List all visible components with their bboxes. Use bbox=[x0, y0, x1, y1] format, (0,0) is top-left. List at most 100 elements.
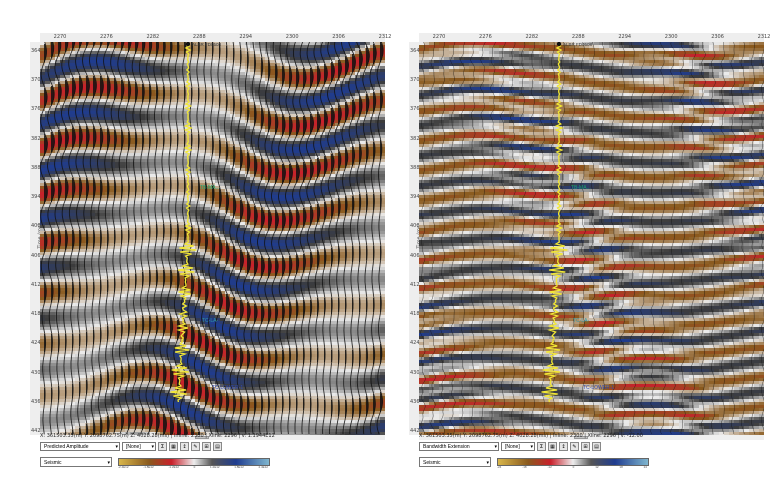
colorbar-tick-label: 12 bbox=[595, 465, 598, 469]
chevron-down-icon: ▾ bbox=[486, 458, 489, 468]
well-name-label: ALBR FD0508 bbox=[192, 42, 222, 47]
stretch-icon[interactable]: ↕ bbox=[559, 442, 568, 451]
horizontal-scrollbar[interactable] bbox=[419, 435, 764, 440]
time-tick-label: 4300 bbox=[31, 370, 44, 376]
seismic-panel-right: 2270 2276 2282 2288 2294 2300 2306 2312 3640 370… bbox=[409, 33, 770, 473]
colorbar-tick-label: 24 bbox=[644, 465, 647, 469]
time-tick-label: 4300 bbox=[410, 370, 423, 376]
attribute-select[interactable]: Predicted Amplitude ▾ bbox=[40, 442, 120, 451]
time-tick-label: 3940 bbox=[410, 194, 423, 200]
sum-icon[interactable]: Σ bbox=[537, 442, 546, 451]
seismic-section[interactable]: ALBR FD0508 TB-MA... TC-LA- TC-LOWER-1 bbox=[419, 42, 764, 435]
colorscale-select[interactable]: Seismic ▾ bbox=[40, 456, 112, 468]
chevron-down-icon: ▾ bbox=[530, 443, 533, 452]
grid-icon[interactable]: ▦ bbox=[548, 442, 557, 451]
edit-icon[interactable]: ✎ bbox=[570, 442, 579, 451]
well-name-label: ALBR FD0508 bbox=[563, 42, 593, 47]
xline-tick-label: 2276 bbox=[479, 34, 492, 40]
xline-tick-label: 2312 bbox=[758, 34, 771, 40]
xline-tick-label: 2288 bbox=[193, 34, 206, 40]
xline-tick-label: 2270 bbox=[54, 34, 67, 40]
colorbar-ticks: -24 -18 -12 0 12 18 24 bbox=[497, 465, 647, 469]
time-tick-label: 4060 bbox=[31, 253, 44, 259]
attribute-select[interactable]: Bandwidth Extension ▾ bbox=[419, 442, 499, 451]
time-tick-label: 4000 bbox=[410, 223, 423, 229]
attribute-value: Predicted Amplitude bbox=[44, 444, 88, 450]
seismic-section[interactable]: ALBR FD0508 TB-MA... TC-LA- TC-LOWER-1 bbox=[40, 42, 385, 435]
stretch-icon[interactable]: ↕ bbox=[180, 442, 189, 451]
xline-tick-label: 2306 bbox=[711, 34, 724, 40]
time-tick-label: 4060 bbox=[410, 253, 423, 259]
xline-tick-label: 2300 bbox=[286, 34, 299, 40]
sum-icon[interactable]: Σ bbox=[158, 442, 167, 451]
properties-icon[interactable]: ▤ bbox=[592, 442, 601, 451]
time-tick-label: 3940 bbox=[31, 194, 44, 200]
colorscale-select[interactable]: Seismic ▾ bbox=[419, 456, 491, 468]
xline-tick-label: 2294 bbox=[239, 34, 252, 40]
xline-tick-label: 2270 bbox=[433, 34, 446, 40]
base-horizon-label: TC-LOWER-1 bbox=[212, 385, 243, 391]
colorbar-tick-label: 2.4E12 bbox=[258, 465, 268, 469]
colorbar-tick-label: 0 bbox=[194, 465, 196, 469]
colorbar-tick-label: 1.2E12 bbox=[210, 465, 220, 469]
xline-tick-label: 2282 bbox=[525, 34, 538, 40]
properties-icon[interactable]: ▤ bbox=[213, 442, 222, 451]
time-tick-label: 3700 bbox=[410, 77, 423, 83]
well-log-trace[interactable] bbox=[170, 42, 197, 403]
xline-tick-label: 2288 bbox=[572, 34, 585, 40]
time-tick-label: 3640 bbox=[410, 48, 423, 54]
color-scale-row: Seismic ▾ bbox=[40, 455, 270, 468]
filter-value: [None] bbox=[505, 444, 520, 450]
horizon-marker-lower: TC-LA- bbox=[202, 318, 218, 324]
time-axis: 3640 3700 3760 3820 3880 3940 4000 4060 4120 4180… bbox=[409, 42, 423, 435]
seismic-panel-left: 2270 2276 2282 2288 2294 2300 2306 2312 3640 370… bbox=[30, 33, 391, 473]
time-tick-label: 3640 bbox=[31, 48, 44, 54]
xline-tick-label: 2300 bbox=[665, 34, 678, 40]
display-toolbar: Predicted Amplitude ▾ [None] ▾ Σ ▦ ↕ ✎ ⊞ ▤ bbox=[40, 441, 222, 452]
chevron-down-icon: ▾ bbox=[115, 443, 118, 452]
horizontal-scrollbar[interactable] bbox=[40, 435, 385, 440]
layout-icon[interactable]: ⊞ bbox=[581, 442, 590, 451]
time-tick-label: 3820 bbox=[410, 136, 423, 142]
well-log-trace[interactable] bbox=[541, 42, 568, 403]
colorbar bbox=[118, 457, 270, 466]
time-tick-label: 4120 bbox=[410, 282, 423, 288]
colorscale-value: Seismic bbox=[423, 460, 441, 466]
filter-value: [None] bbox=[126, 444, 141, 450]
well-head-marker[interactable] bbox=[185, 42, 191, 47]
display-toolbar: Bandwidth Extension ▾ [None] ▾ Σ ▦ ↕ ✎ ⊞ ▤ bbox=[419, 441, 601, 452]
edit-icon[interactable]: ✎ bbox=[191, 442, 200, 451]
time-tick-label: 4180 bbox=[410, 311, 423, 317]
colorbar-tick-label: 1.8E12 bbox=[234, 465, 244, 469]
cursor-readout: X: 361503.35(m) Y: 2098762.75(m) Z: 4028… bbox=[419, 433, 643, 439]
time-tick-label: 3820 bbox=[31, 136, 44, 142]
colorbar-tick-label: 18 bbox=[619, 465, 622, 469]
time-tick-label: 3700 bbox=[31, 77, 44, 83]
colorbar-tick-label: -1.2E12 bbox=[168, 465, 179, 469]
xline-tick-label: 2294 bbox=[618, 34, 631, 40]
time-tick-label: 4420 bbox=[31, 428, 44, 434]
time-tick-label: 4360 bbox=[31, 399, 44, 405]
color-scale-row: Seismic ▾ bbox=[419, 455, 649, 468]
xline-tick-label: 2276 bbox=[100, 34, 113, 40]
scroll-thumb[interactable] bbox=[195, 436, 209, 439]
layout-icon[interactable]: ⊞ bbox=[202, 442, 211, 451]
grid-icon[interactable]: ▦ bbox=[169, 442, 178, 451]
time-tick-label: 4240 bbox=[410, 340, 423, 346]
trace-wiggles bbox=[40, 42, 384, 435]
filter-select[interactable]: [None] ▾ bbox=[501, 442, 535, 451]
cursor-readout: X: 361503.35(m) Y: 2098762.75(m) Z: 4028… bbox=[40, 433, 275, 439]
colorbar bbox=[497, 457, 649, 466]
time-tick-label: 4360 bbox=[410, 399, 423, 405]
trace-wiggles bbox=[420, 42, 764, 435]
xline-tick-label: 2282 bbox=[146, 34, 159, 40]
scroll-thumb[interactable] bbox=[574, 436, 588, 439]
time-tick-label: 3880 bbox=[410, 165, 423, 171]
base-horizon-label: TC-LOWER-1 bbox=[583, 385, 614, 391]
well-head-marker[interactable] bbox=[556, 42, 562, 47]
filter-select[interactable]: [None] ▾ bbox=[122, 442, 156, 451]
colorscale-value: Seismic bbox=[44, 460, 62, 466]
time-tick-label: 4240 bbox=[31, 340, 44, 346]
time-tick-label: 3880 bbox=[31, 165, 44, 171]
chevron-down-icon: ▾ bbox=[107, 458, 110, 468]
